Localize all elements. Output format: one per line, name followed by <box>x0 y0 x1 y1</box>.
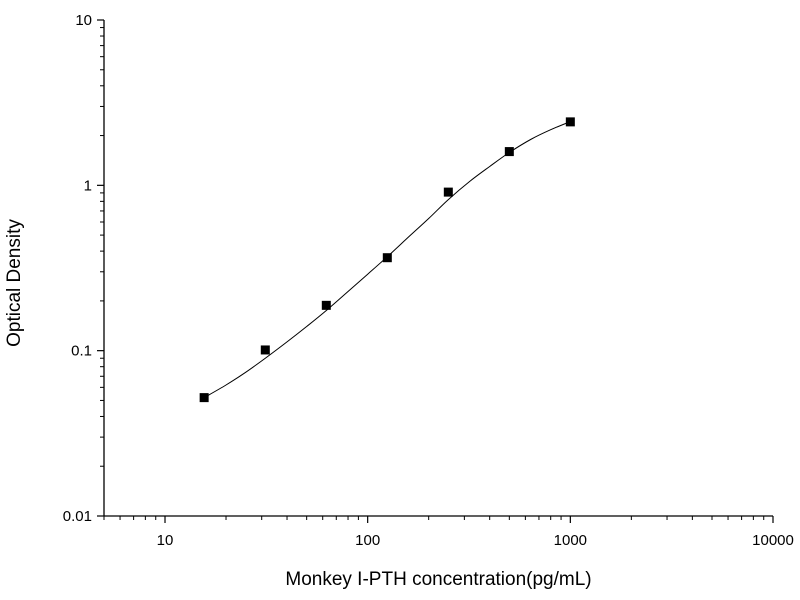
data-point <box>382 253 392 263</box>
data-point <box>321 300 331 310</box>
data-points <box>199 117 575 403</box>
x-tick-label: 10 <box>157 532 174 549</box>
y-tick-label: 0.01 <box>63 508 92 525</box>
ticks <box>97 19 774 523</box>
y-tick-label: 1 <box>84 177 92 194</box>
y-tick-label: 0.1 <box>71 343 92 360</box>
axes <box>103 20 773 517</box>
x-tick-label: 1000 <box>554 532 587 549</box>
x-tick-label: 100 <box>355 532 380 549</box>
data-point <box>443 187 453 197</box>
y-tick-label: 10 <box>75 12 92 29</box>
tick-labels: 10 100 1000 10000 0.01 0.1 1 10 <box>63 12 794 549</box>
data-point <box>565 117 575 127</box>
data-point <box>260 345 270 355</box>
data-point <box>504 147 514 157</box>
x-tick-label: 10000 <box>752 532 794 549</box>
y-axis-title: Optical Density <box>4 219 25 347</box>
x-axis-title: Monkey I-PTH concentration(pg/mL) <box>285 569 591 590</box>
data-point <box>199 393 209 403</box>
